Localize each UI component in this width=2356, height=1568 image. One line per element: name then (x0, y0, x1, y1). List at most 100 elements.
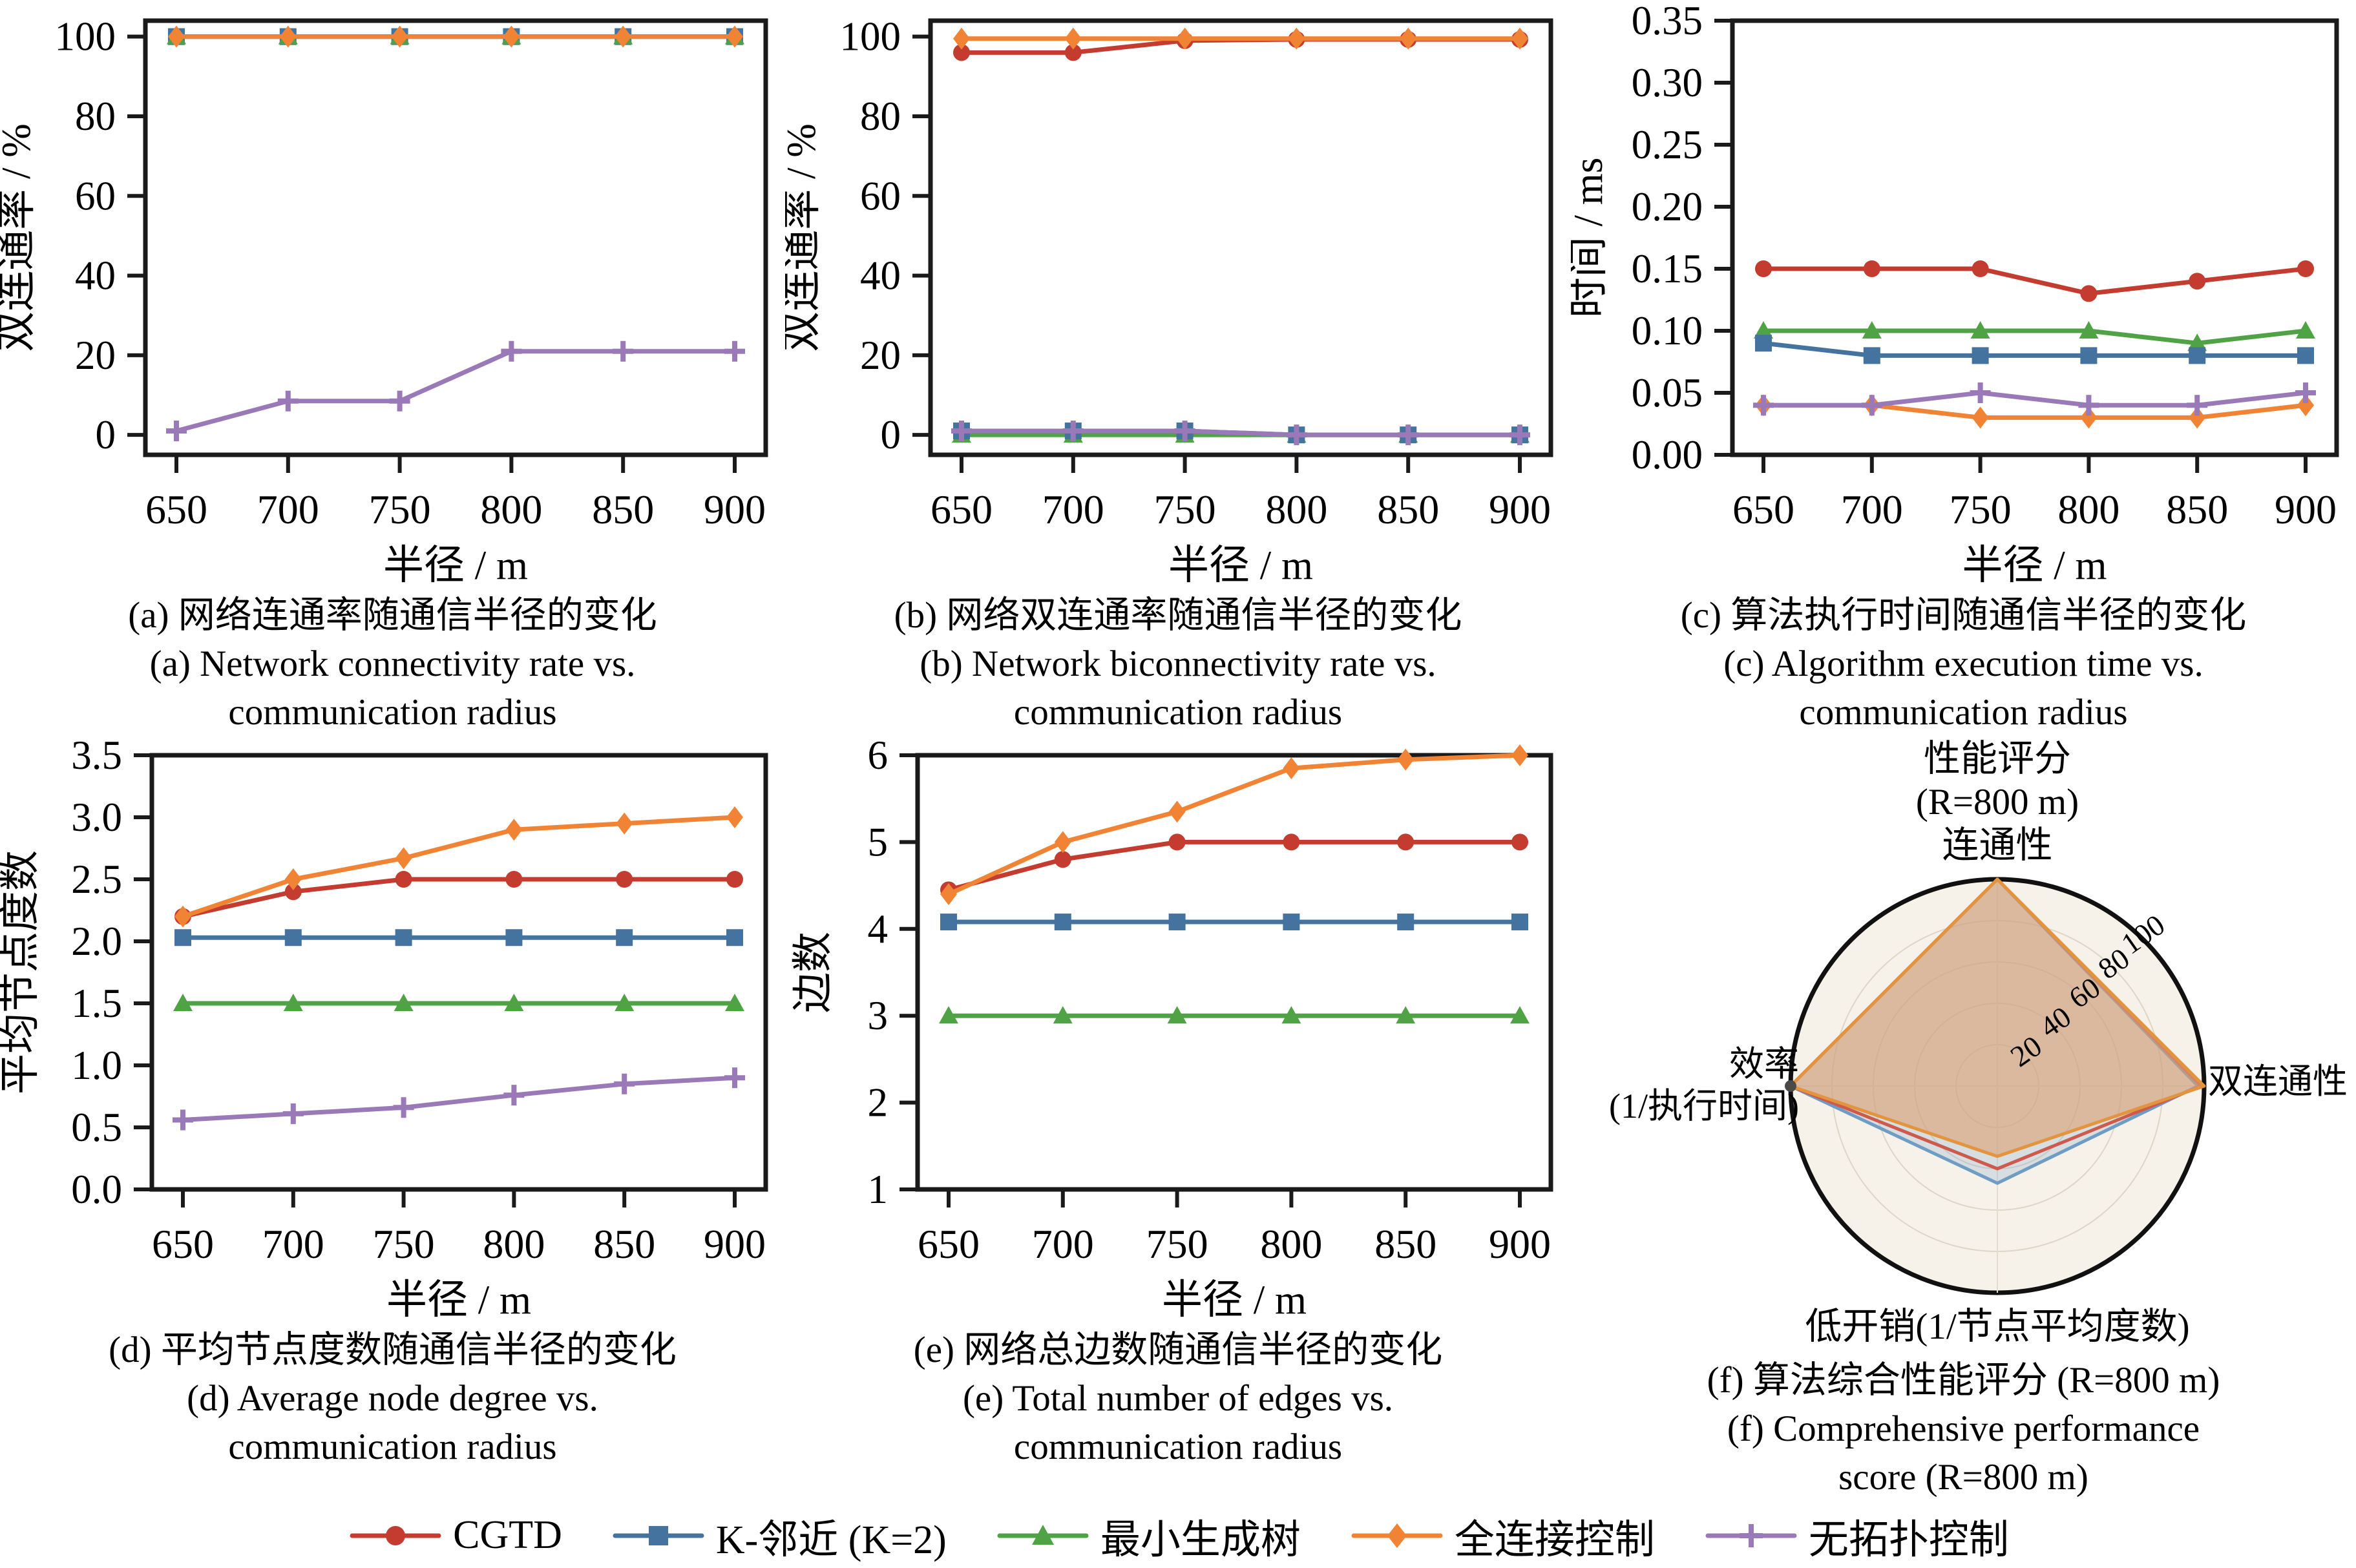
radar-axis-label-bottom: 低开销(1/节点平均度数) (1805, 1306, 2190, 1347)
svg-text:0.00: 0.00 (1632, 432, 1703, 477)
svg-text:60: 60 (860, 173, 901, 218)
caption-d-zh: (d) 平均节点度数随通信半径的变化 (109, 1329, 677, 1370)
svg-text:800: 800 (480, 486, 542, 532)
svg-text:900: 900 (1489, 1221, 1551, 1267)
svg-text:半径 / m: 半径 / m (1162, 1277, 1307, 1322)
svg-text:0.15: 0.15 (1632, 246, 1703, 291)
svg-text:650: 650 (1732, 486, 1794, 532)
svg-text:20: 20 (75, 333, 116, 378)
svg-text:650: 650 (145, 486, 207, 532)
svg-text:边数: 边数 (790, 932, 836, 1013)
svg-text:0.10: 0.10 (1632, 308, 1703, 353)
legend-label-full: 全连接控制 (1454, 1518, 1655, 1562)
radar-axis-label-left: 效率 (1/执行时间) (1609, 1043, 1799, 1127)
svg-text:750: 750 (1146, 1221, 1208, 1267)
caption-b-en1: (b) Network biconnectivity rate vs. (920, 643, 1436, 685)
svg-text:900: 900 (704, 1221, 766, 1267)
caption-f-en1: (f) Comprehensive performance (1727, 1408, 2200, 1449)
legend-marker-full (1351, 1523, 1443, 1548)
svg-text:6: 6 (868, 737, 889, 778)
caption-a-zh: (a) 网络连通率随通信半径的变化 (128, 595, 657, 636)
svg-text:650: 650 (931, 486, 993, 532)
svg-text:3: 3 (868, 993, 889, 1038)
svg-text:850: 850 (592, 486, 654, 532)
caption-c-zh: (c) 算法执行时间随通信半径的变化 (1680, 595, 2247, 636)
svg-text:700: 700 (1042, 486, 1104, 532)
svg-text:双连通率 / %: 双连通率 / % (785, 123, 824, 351)
svg-text:700: 700 (262, 1221, 324, 1267)
svg-text:800: 800 (1265, 486, 1327, 532)
legend-marker-knn (613, 1525, 704, 1545)
caption-d: (d) 平均节点度数随通信半径的变化 (d) Average node degr… (0, 1326, 785, 1472)
svg-text:半径 / m: 半径 / m (1168, 543, 1313, 587)
radar-axis-label-top: 连通性 (1942, 825, 2053, 866)
caption-f-en2: score (R=800 m) (1838, 1457, 2088, 1498)
caption-a-en1: (a) Network connectivity rate vs. (149, 643, 636, 685)
legend-label-cgtd: CGTD (453, 1513, 562, 1558)
legend-item-full: 全连接控制 (1349, 1507, 1655, 1565)
panel-e: 1 2 3 4 5 6 650 700 750 800 850 900 边数 半径 / m (e) 网络总… (785, 737, 1571, 1500)
chart-b-canvas: 0 20 40 60 80 100 650 700 750 800 850 900 双连通率 / % 半径… (785, 14, 1553, 587)
svg-text:4: 4 (868, 906, 889, 952)
panel-a: 0 20 40 60 80 100 650 700 750 800 850 900 双连通率 / % 半径… (0, 3, 785, 737)
radar-axis-label-left-line2: (1/执行时间) (1609, 1086, 1799, 1125)
svg-text:半径 / m: 半径 / m (1962, 543, 2107, 587)
svg-text:0.35: 0.35 (1632, 3, 1703, 43)
svg-text:0.5: 0.5 (71, 1105, 122, 1150)
svg-text:3.0: 3.0 (71, 795, 122, 840)
caption-c: (c) 算法执行时间随通信半径的变化 (c) Algorithm executi… (1571, 591, 2356, 737)
legend-marker-none (1705, 1523, 1797, 1547)
svg-text:750: 750 (1950, 486, 2012, 532)
caption-c-en2: communication radius (1799, 692, 2128, 733)
svg-text:80: 80 (75, 94, 116, 139)
caption-f: (f) 算法综合性能评分 (R=800 m) (f) Comprehensive… (1571, 1356, 2356, 1502)
svg-text:80: 80 (860, 94, 901, 139)
panel-b: 0 20 40 60 80 100 650 700 750 800 850 900 双连通率 / % 半径… (785, 3, 1571, 737)
svg-text:1.0: 1.0 (71, 1043, 122, 1088)
svg-text:650: 650 (918, 1221, 980, 1267)
svg-text:800: 800 (2057, 486, 2119, 532)
legend-label-knn: K-邻近 (K=2) (715, 1518, 947, 1562)
svg-text:半径 / m: 半径 / m (386, 1277, 531, 1322)
caption-d-en2: communication radius (228, 1427, 557, 1468)
svg-text:1: 1 (868, 1167, 889, 1212)
svg-text:100: 100 (55, 14, 116, 59)
caption-b-en2: communication radius (1013, 692, 1343, 733)
caption-b: (b) 网络双连通率随通信半径的变化 (b) Network biconnect… (785, 591, 1571, 737)
legend-marker-cgtd (350, 1525, 441, 1545)
caption-f-zh: (f) 算法综合性能评分 (R=800 m) (1707, 1359, 2220, 1401)
svg-text:0.25: 0.25 (1632, 122, 1703, 167)
legend-item-none: 无拓扑控制 (1703, 1507, 2009, 1565)
radar-title-line1: 性能评分 (1924, 738, 2071, 779)
svg-text:750: 750 (1154, 486, 1216, 532)
legend-label-none: 无拓扑控制 (1808, 1518, 2009, 1562)
svg-text:800: 800 (483, 1221, 545, 1267)
svg-text:700: 700 (1841, 486, 1903, 532)
svg-text:2.5: 2.5 (71, 857, 122, 902)
svg-text:2: 2 (868, 1080, 889, 1125)
svg-text:0: 0 (881, 412, 901, 457)
chart-a-canvas: 0 20 40 60 80 100 650 700 750 800 850 900 双连通率 / % 半径… (0, 14, 768, 587)
svg-text:40: 40 (860, 253, 901, 298)
radar-axis-label-right: 双连通性 (2208, 1061, 2348, 1101)
caption-b-zh: (b) 网络双连通率随通信半径的变化 (894, 595, 1462, 636)
caption-d-en1: (d) Average node degree vs. (187, 1377, 598, 1419)
caption-a-en2: communication radius (228, 692, 557, 733)
chart-d-canvas: 0.0 0.5 1.0 1.5 2.0 2.5 3.0 3.5 650 700 750 800 850 9… (0, 737, 768, 1322)
panel-c: 0.00 0.05 0.10 0.15 0.20 0.25 0.30 0.35 650 700 75… (1571, 3, 2356, 737)
caption-e-zh: (e) 网络总边数随通信半径的变化 (913, 1329, 1443, 1370)
svg-text:5: 5 (868, 819, 889, 864)
svg-text:100: 100 (840, 14, 901, 59)
svg-text:900: 900 (704, 486, 766, 532)
legend-item-knn: K-邻近 (K=2) (610, 1507, 947, 1565)
legend: CGTD K-邻近 (K=2) 最小生成树 全连接控制 无拓扑控制 (0, 1503, 2356, 1568)
caption-e-en1: (e) Total number of edges vs. (962, 1377, 1394, 1419)
svg-text:750: 750 (373, 1221, 435, 1267)
caption-c-en1: (c) Algorithm execution time vs. (1723, 643, 2203, 685)
caption-e-en2: communication radius (1013, 1427, 1343, 1468)
svg-text:0: 0 (96, 412, 116, 457)
panel-d: 0.0 0.5 1.0 1.5 2.0 2.5 3.0 3.5 650 700 750 800 850 9… (0, 737, 785, 1500)
